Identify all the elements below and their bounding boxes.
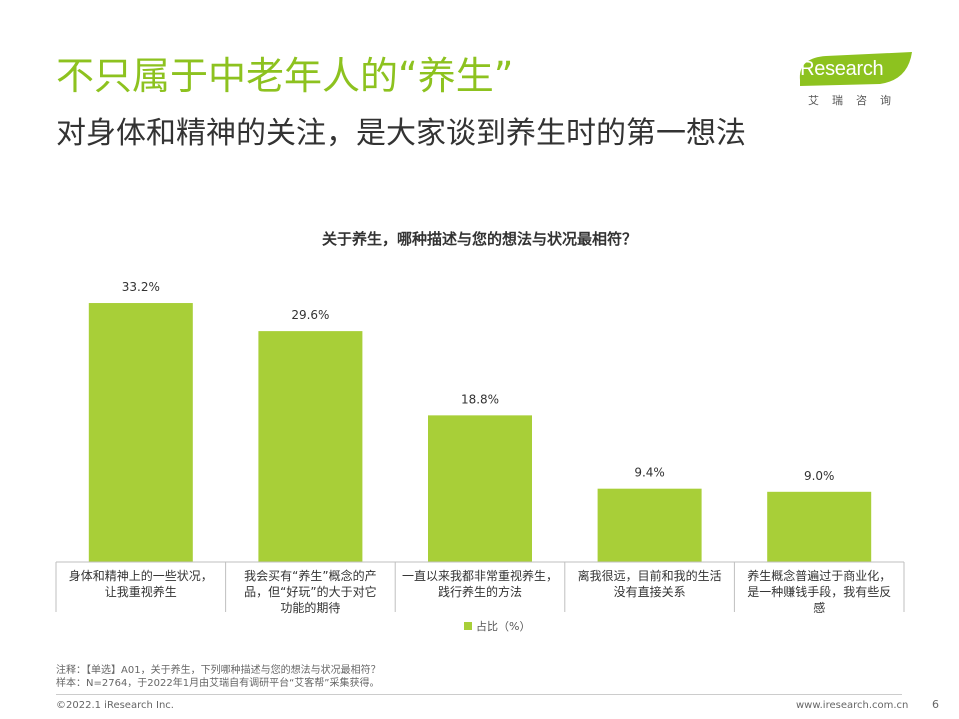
note-line-2: 样本：N=2764，于2022年1月由艾瑞自有调研平台“艾客帮”采集获得。 [56,678,380,689]
bar-1 [88,303,193,562]
data-label-1: 33.2% [122,280,160,294]
note-line-1: 注释：【单选】A01，关于养生，下列哪种描述与您的想法与状况最相符？ [56,665,381,676]
legend-swatch [464,622,472,630]
bar-4 [597,488,702,562]
data-label-3: 18.8% [461,392,499,406]
notes: 注释：【单选】A01，关于养生，下列哪种描述与您的想法与状况最相符？ 样本：N=… [56,664,381,690]
category-label-1-line-2: 让我重视养生 [105,584,177,599]
iresearch-logo: iResearch 艾瑞咨询 [788,46,918,112]
category-label-2-line-1: 我会买有“养生”概念的产 [244,568,376,583]
chart-legend: 占比（%） [464,618,530,634]
bar-5 [767,491,872,562]
footer-copyright: ©2022.1 iResearch Inc. [56,700,174,711]
bar-2 [258,331,363,562]
footer-url[interactable]: www.iresearch.com.cn [796,700,909,711]
data-label-4: 9.4% [634,466,665,480]
legend-label: 占比（%） [476,620,531,633]
category-label-2-line-3: 功能的期待 [280,600,340,615]
category-label-4-line-1: 离我很远，目前和我的生活 [578,568,722,583]
category-label-4-line-2: 没有直接关系 [614,584,686,599]
logo-subtext: 艾瑞咨询 [808,94,904,107]
category-label-2-line-2: 品，但“好玩”的大于对它 [244,584,376,599]
page-subtitle: 对身体和精神的关注，是大家谈到养生时的第一想法 [56,116,746,151]
category-label-5-line-1: 养生概念普遍过于商业化， [747,568,891,583]
category-label-3-line-2: 践行养生的方法 [438,584,522,599]
chart-title: 关于养生，哪种描述与您的想法与状况最相符？ [321,230,637,248]
category-label-1-line-1: 身体和精神上的一些状况， [69,568,213,583]
footer-divider [56,694,902,695]
category-label-5-line-2: 是一种赚钱手段，我有些反 [747,584,891,599]
page-title: 不只属于中老年人的“养生” [56,54,514,98]
logo-text: iResearch [796,58,884,80]
data-label-5: 9.0% [804,469,835,483]
bar-3 [428,415,532,562]
logo-leaf-shape [799,52,912,86]
page-number: 6 [932,698,939,711]
data-label-2: 29.6% [291,308,329,322]
category-label-5-line-3: 感 [813,600,825,615]
category-label-3-line-1: 一直以来我都非常重视养生， [402,568,558,583]
